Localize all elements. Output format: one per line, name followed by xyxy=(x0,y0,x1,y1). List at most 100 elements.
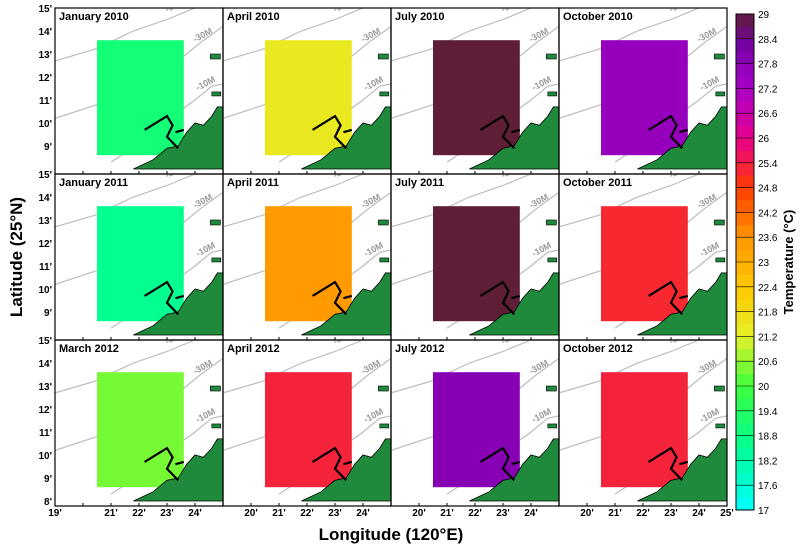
x-tick-label: 20' xyxy=(580,508,594,519)
islet xyxy=(546,53,557,60)
x-axis-label: Longitude (120°E) xyxy=(319,525,464,544)
colorbar-segment xyxy=(736,237,754,250)
colorbar-tick-label: 27.2 xyxy=(758,84,778,95)
colorbar-segment xyxy=(736,63,754,77)
islet xyxy=(211,257,222,263)
colorbar-segment xyxy=(736,212,754,226)
x-tick-label: 21' xyxy=(272,508,286,519)
land-mass xyxy=(637,106,727,170)
colorbar-tick-label: 24.2 xyxy=(758,208,778,219)
islet xyxy=(210,53,221,60)
y-tick-label: 13' xyxy=(38,382,52,393)
x-tick-label: 24' xyxy=(356,508,370,519)
breakwater xyxy=(679,128,689,134)
breakwater xyxy=(312,114,347,150)
isobath-line xyxy=(559,340,700,394)
y-tick-label: 13' xyxy=(38,216,52,227)
breakwater xyxy=(144,280,179,316)
islet xyxy=(211,423,222,429)
isobath-label: -10M xyxy=(362,240,385,258)
islet xyxy=(379,423,390,429)
colorbar-tick-label: 27.8 xyxy=(758,60,778,71)
isobath-label: -10M xyxy=(530,406,553,424)
colorbar-segment xyxy=(736,472,754,486)
colorbar-tick-label: 28.4 xyxy=(758,35,778,46)
colorbar-segment xyxy=(736,113,754,126)
colorbar-segment xyxy=(736,348,754,362)
temperature-field xyxy=(601,372,688,488)
temperature-field xyxy=(97,40,184,156)
colorbar-label: Temperature (°C) xyxy=(781,210,796,315)
isobath-line xyxy=(55,340,196,394)
panel-title: April 2010 xyxy=(227,11,280,23)
y-axis-label: Latitude (25°N) xyxy=(7,197,26,317)
islet xyxy=(379,257,390,263)
colorbar-tick-label: 29 xyxy=(758,10,770,21)
breakwater xyxy=(312,280,347,316)
breakwater xyxy=(144,114,179,150)
x-tick-label: 21' xyxy=(440,508,454,519)
y-tick-label: 15' xyxy=(38,336,52,347)
y-tick-label: 8' xyxy=(44,497,52,508)
panel-title: January 2011 xyxy=(59,177,128,189)
breakwater xyxy=(511,128,521,134)
land-mass xyxy=(301,438,391,502)
isobath-label: -10M xyxy=(698,406,721,424)
colorbar-segment xyxy=(736,485,754,498)
y-tick-label: 14' xyxy=(38,193,52,204)
colorbar-tick-label: 22.4 xyxy=(758,283,778,294)
temperature-field xyxy=(433,372,520,488)
islet xyxy=(379,91,390,97)
isobath-label: -50M xyxy=(667,0,690,14)
isobath-label: -10M xyxy=(362,406,385,424)
x-tick-label: 22' xyxy=(636,508,650,519)
islet xyxy=(547,91,558,97)
y-tick-label: 12' xyxy=(38,239,52,250)
y-tick-label: 11' xyxy=(39,428,52,439)
colorbar-segment xyxy=(736,88,754,102)
colorbar-segment xyxy=(736,423,754,436)
colorbar-segment xyxy=(736,150,754,164)
panel-title: October 2011 xyxy=(563,177,632,189)
land-mass xyxy=(469,106,559,170)
islet xyxy=(547,257,558,263)
colorbar-segment xyxy=(736,224,754,238)
isobath-label: -50M xyxy=(163,0,186,14)
colorbar-segment xyxy=(736,373,754,387)
colorbar-segment xyxy=(736,187,754,201)
temperature-field xyxy=(265,206,352,322)
temperature-field xyxy=(265,40,352,156)
isobath-label: -10M xyxy=(698,74,721,92)
y-tick-label: 15' xyxy=(38,170,52,181)
colorbar-tick-label: 17.6 xyxy=(758,481,778,492)
breakwater xyxy=(648,280,683,316)
colorbar-segment xyxy=(736,460,754,474)
colorbar-segment xyxy=(736,336,754,350)
isobath-line xyxy=(55,8,196,62)
breakwater xyxy=(648,114,683,150)
isobath-line xyxy=(223,174,364,228)
colorbar-segment xyxy=(736,435,754,449)
islet xyxy=(715,423,726,429)
colorbar-segment xyxy=(736,448,754,461)
breakwater xyxy=(343,128,353,134)
colorbar-tick-label: 20 xyxy=(758,382,770,393)
colorbar-tick-label: 21.8 xyxy=(758,308,778,319)
islet xyxy=(378,219,389,226)
land-mass xyxy=(133,272,223,336)
islet xyxy=(714,219,725,226)
land-mass xyxy=(469,438,559,502)
panel-title: October 2010 xyxy=(563,11,633,23)
colorbar: 29 28.4 27.8 27.2 26.6 26 25.4 24.8 24.2 23.6 23 22… xyxy=(735,10,778,517)
isobath-label: -50M xyxy=(331,0,354,14)
islet xyxy=(378,53,389,60)
x-tick-label: 23' xyxy=(160,508,174,519)
y-tick-label: 11' xyxy=(39,262,52,273)
colorbar-segment xyxy=(736,249,754,263)
